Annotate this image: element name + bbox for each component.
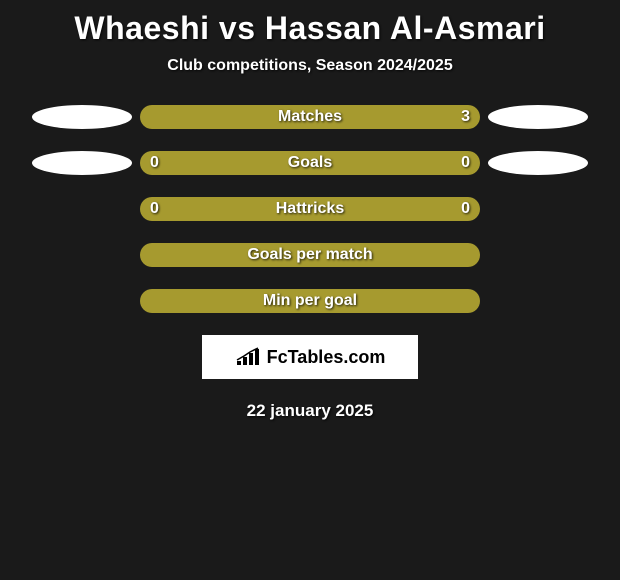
stat-bar: Goals per match [140,243,480,267]
stat-bar: Min per goal [140,289,480,313]
stat-label: Hattricks [276,200,344,218]
chart-icon [235,347,263,367]
stat-label: Goals [288,154,332,172]
stat-row-min-per-goal: Min per goal [0,289,620,313]
page-subtitle: Club competitions, Season 2024/2025 [0,57,620,105]
page-title: Whaeshi vs Hassan Al-Asmari [0,5,620,57]
left-spacer [32,243,132,267]
right-spacer [488,289,588,313]
right-spacer [488,197,588,221]
stat-value-left: 0 [150,200,159,218]
stat-value-right: 0 [461,200,470,218]
stat-label: Matches [278,108,342,126]
stat-value-left: 0 [150,154,159,172]
stat-value-right: 3 [461,108,470,126]
stat-row-matches: Matches 3 [0,105,620,129]
comparison-card: Whaeshi vs Hassan Al-Asmari Club competi… [0,0,620,421]
attribution-text: FcTables.com [267,347,386,368]
stat-row-hattricks: 0 Hattricks 0 [0,197,620,221]
stat-row-goals: 0 Goals 0 [0,151,620,175]
date-label: 22 january 2025 [0,401,620,421]
stat-label: Goals per match [247,246,372,264]
left-spacer [32,197,132,221]
stat-bar: Matches 3 [140,105,480,129]
left-ellipse [32,105,132,129]
right-ellipse [488,105,588,129]
stat-bar: 0 Goals 0 [140,151,480,175]
left-spacer [32,289,132,313]
right-ellipse [488,151,588,175]
left-ellipse [32,151,132,175]
right-spacer [488,243,588,267]
attribution-badge[interactable]: FcTables.com [202,335,418,379]
stat-bar: 0 Hattricks 0 [140,197,480,221]
stat-row-goals-per-match: Goals per match [0,243,620,267]
stat-label: Min per goal [263,292,357,310]
stat-value-right: 0 [461,154,470,172]
